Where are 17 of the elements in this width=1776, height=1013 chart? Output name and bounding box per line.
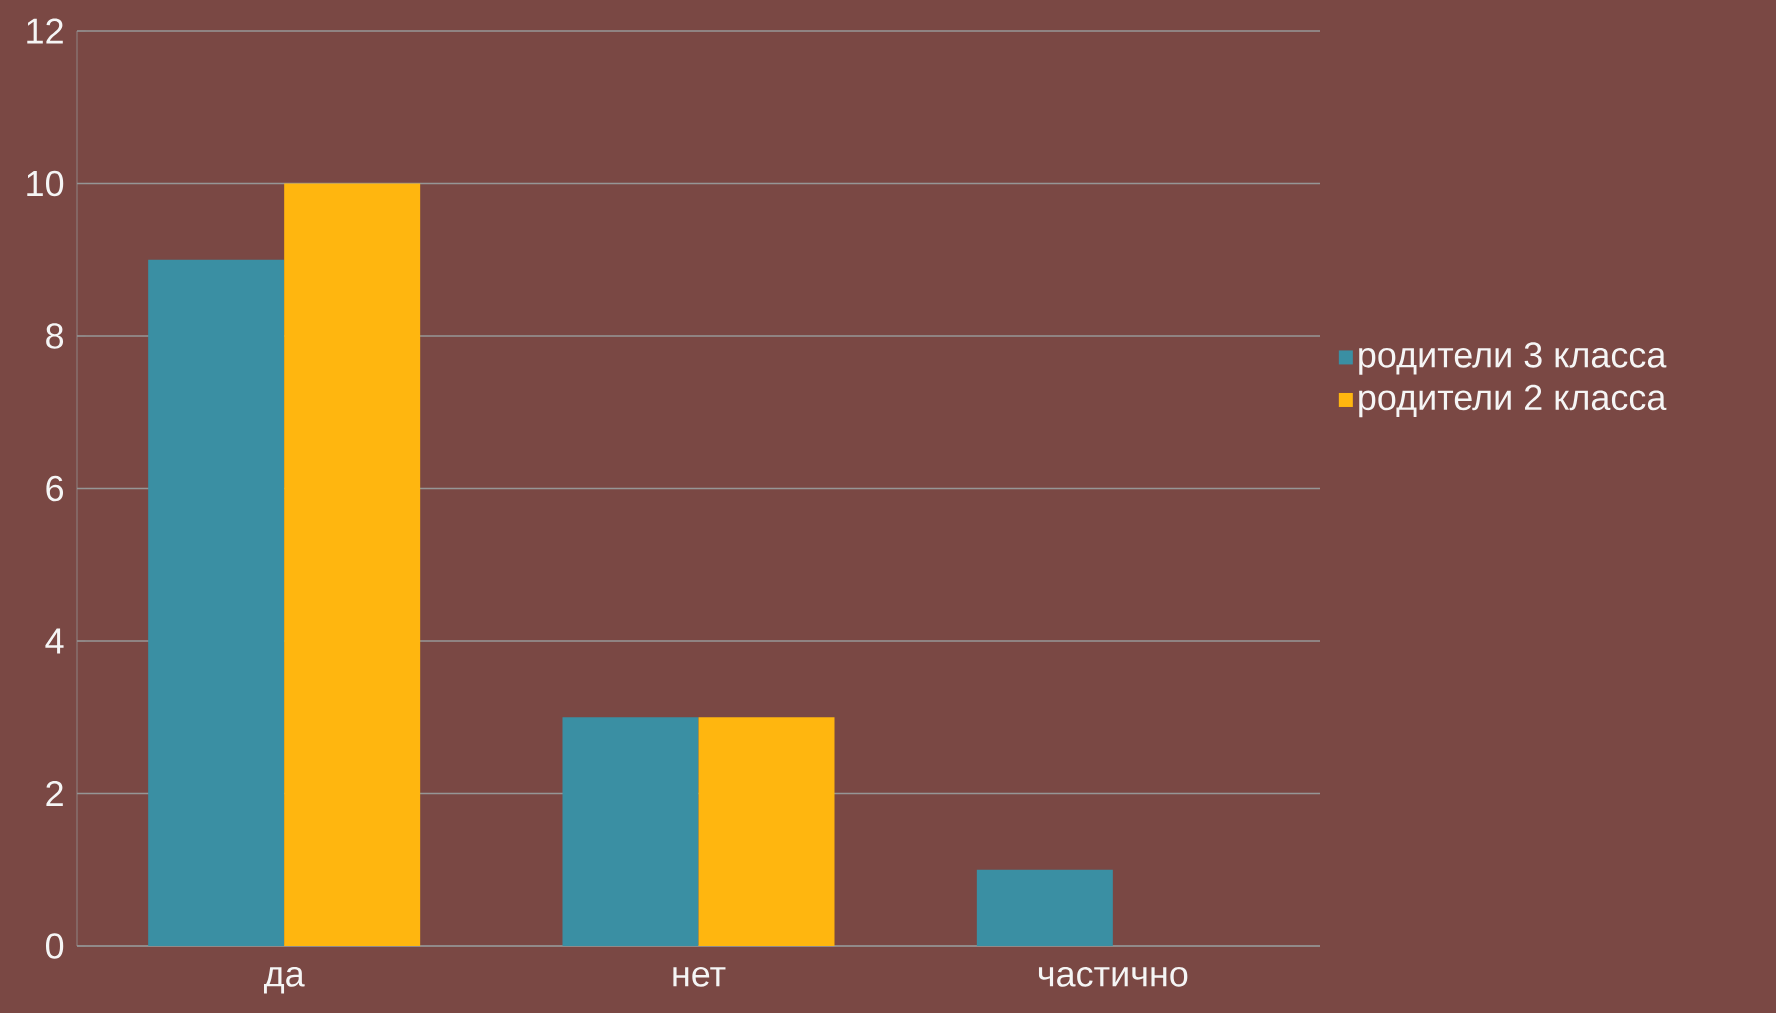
x-tick-label: нет bbox=[673, 966, 726, 987]
y-tick-label: 10 bbox=[27, 170, 64, 197]
y-tick-label: 12 bbox=[27, 18, 63, 44]
bar bbox=[976, 869, 1113, 946]
y-tick-label: 2 bbox=[46, 780, 63, 807]
y-tick-label: 8 bbox=[46, 323, 64, 349]
bar bbox=[698, 717, 835, 946]
y-tick-label: 6 bbox=[46, 475, 64, 502]
legend-label: родители 3 класса bbox=[1359, 342, 1667, 375]
legend-label: родители 2 класса bbox=[1359, 384, 1667, 418]
x-tick-label: частично bbox=[1038, 966, 1188, 987]
y-tick-label: 4 bbox=[45, 628, 64, 654]
bar bbox=[284, 183, 421, 946]
bar bbox=[148, 259, 285, 946]
y-tick-label: 0 bbox=[46, 933, 64, 959]
bar bbox=[562, 717, 699, 946]
x-tick-label: да bbox=[264, 966, 305, 994]
